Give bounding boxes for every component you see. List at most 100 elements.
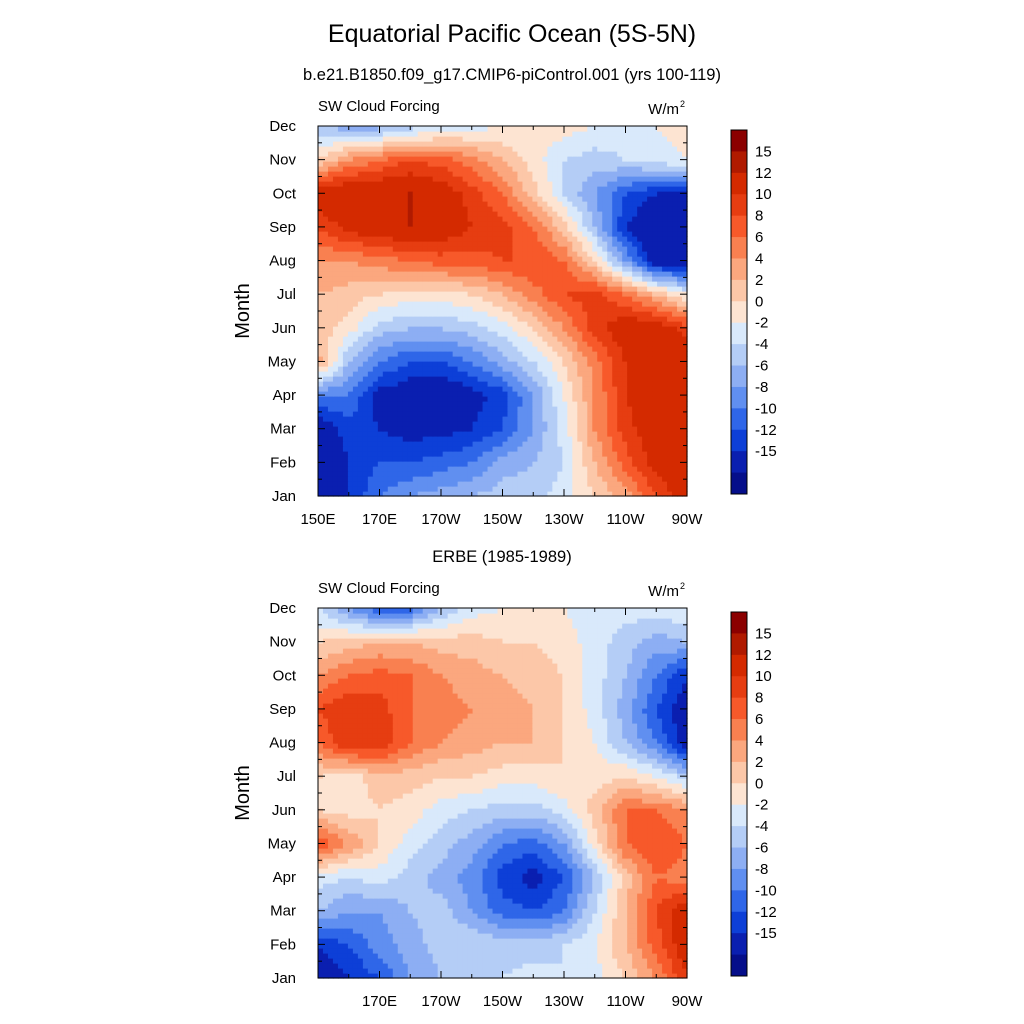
heat-cell	[642, 256, 648, 262]
heat-cell	[397, 221, 404, 227]
heat-cell	[547, 306, 553, 312]
heat-cell	[497, 376, 504, 382]
heat-cell	[472, 216, 479, 222]
heat-cell	[472, 206, 479, 212]
heat-cell	[647, 261, 653, 267]
heat-cell	[362, 241, 369, 247]
heat-cell	[632, 306, 638, 312]
heat-cell	[562, 216, 568, 222]
heat-cell	[567, 336, 573, 342]
heat-cell	[497, 466, 504, 472]
heat-cell	[492, 471, 499, 477]
heat-cell	[572, 401, 578, 407]
heat-cell	[507, 241, 514, 247]
heat-cell	[537, 466, 543, 472]
heat-cell	[407, 356, 414, 362]
heat-cell	[647, 486, 653, 492]
heat-cell	[502, 201, 509, 207]
heat-cell	[487, 481, 494, 487]
heat-cell	[567, 186, 573, 192]
heat-cell	[552, 351, 558, 357]
heat-cell	[442, 211, 449, 217]
heat-cell	[567, 266, 573, 272]
heat-cell	[357, 216, 364, 222]
heat-cell	[347, 471, 354, 477]
heat-cell	[507, 381, 514, 387]
heat-cell	[487, 436, 494, 442]
heat-cell	[437, 341, 444, 347]
heat-cell	[567, 481, 573, 487]
heat-cell	[622, 166, 628, 172]
heat-cell	[362, 306, 369, 312]
heat-cell	[417, 156, 424, 162]
heat-cell	[527, 251, 534, 257]
heat-cell	[322, 451, 329, 457]
heat-cell	[387, 401, 394, 407]
heat-cell	[517, 321, 524, 327]
heat-cell	[557, 446, 563, 452]
heat-cell	[337, 266, 344, 272]
heat-cell	[557, 166, 563, 172]
heat-cell	[517, 276, 524, 282]
heat-cell	[377, 191, 384, 197]
heat-cell	[332, 466, 339, 472]
heat-cell	[517, 186, 524, 192]
heat-cell	[352, 436, 359, 442]
heat-cell	[617, 251, 623, 257]
heat-cell	[397, 281, 404, 287]
heat-cell	[362, 371, 369, 377]
heat-cell	[592, 406, 598, 412]
heat-cell	[672, 461, 678, 467]
heat-cell	[657, 241, 663, 247]
heat-cell	[442, 226, 449, 232]
heat-cell	[562, 241, 568, 247]
heat-cell	[627, 266, 633, 272]
heat-cell	[392, 261, 399, 267]
heat-cell	[567, 181, 573, 187]
heat-cell	[517, 176, 524, 182]
heat-cell	[532, 376, 539, 382]
heat-cell	[347, 441, 354, 447]
heat-cell	[337, 171, 344, 177]
heat-cell	[347, 456, 354, 462]
heat-cell	[497, 436, 504, 442]
heat-cell	[337, 306, 344, 312]
heat-cell	[407, 416, 414, 422]
heat-cell	[447, 186, 454, 192]
heat-cell	[522, 386, 529, 392]
heat-cell	[637, 341, 643, 347]
heat-cell	[552, 211, 558, 217]
heat-cell	[652, 366, 658, 372]
heat-cell	[662, 466, 668, 472]
heat-cell	[322, 201, 329, 207]
heat-cell	[497, 346, 504, 352]
heat-cell	[457, 281, 464, 287]
heat-cell	[672, 381, 678, 387]
heat-cell	[382, 471, 389, 477]
heat-cell	[332, 411, 339, 417]
heat-cell	[477, 271, 484, 277]
heat-cell	[592, 301, 598, 307]
heat-cell	[432, 446, 439, 452]
heat-cell	[642, 401, 648, 407]
heat-cell	[587, 191, 593, 197]
heat-cell	[597, 261, 603, 267]
heat-cell	[607, 376, 613, 382]
heat-cell	[422, 191, 429, 197]
heat-cell	[452, 326, 459, 332]
heat-cell	[447, 321, 454, 327]
heat-cell	[382, 441, 389, 447]
heat-cell	[582, 221, 588, 227]
heat-cell	[452, 286, 459, 292]
heat-cell	[542, 396, 548, 402]
heat-cell	[637, 456, 643, 462]
heat-cell	[672, 171, 678, 177]
heat-cell	[432, 196, 439, 202]
heat-cell	[592, 456, 598, 462]
heat-cell	[472, 236, 479, 242]
heat-cell	[357, 411, 364, 417]
heat-cell	[617, 436, 623, 442]
heat-cell	[347, 286, 354, 292]
heat-cell	[482, 281, 489, 287]
heat-cell	[352, 426, 359, 432]
